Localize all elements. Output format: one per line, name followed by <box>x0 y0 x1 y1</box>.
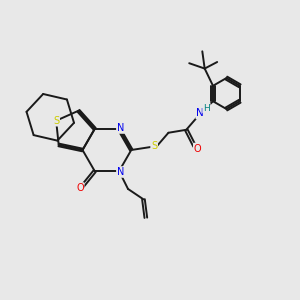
Text: S: S <box>151 141 157 151</box>
Text: H: H <box>203 103 210 112</box>
Text: N: N <box>117 123 124 133</box>
Text: N: N <box>117 167 124 177</box>
Text: O: O <box>76 183 84 193</box>
Text: O: O <box>194 143 201 154</box>
Text: S: S <box>53 116 59 126</box>
Text: N: N <box>196 108 204 118</box>
